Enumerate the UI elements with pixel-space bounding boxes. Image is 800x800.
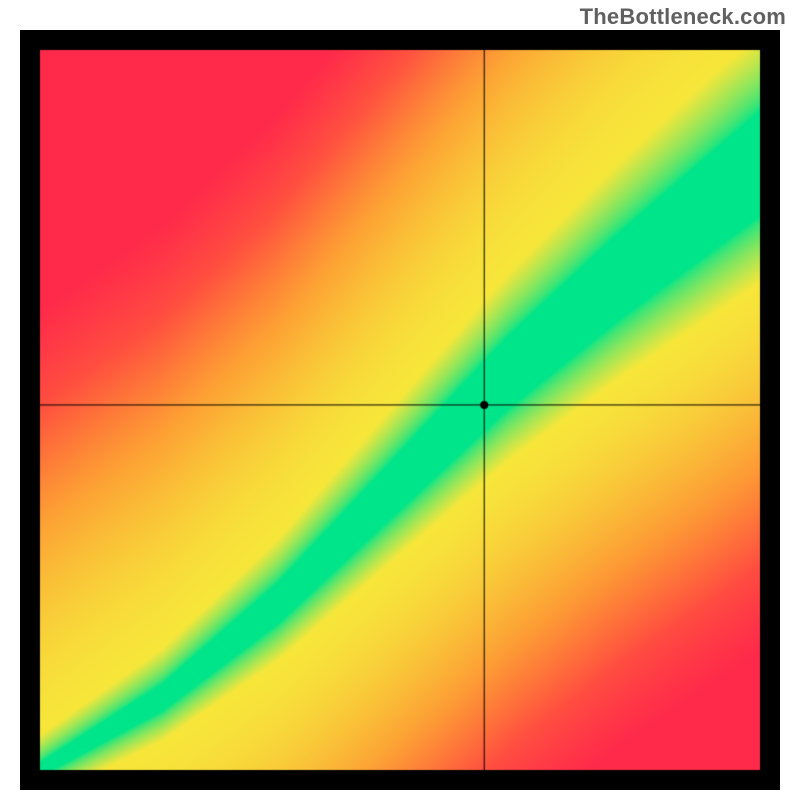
chart-container: TheBottleneck.com — [0, 0, 800, 800]
heatmap-frame — [20, 30, 780, 790]
bottleneck-heatmap — [20, 30, 780, 790]
watermark-text: TheBottleneck.com — [580, 4, 786, 30]
